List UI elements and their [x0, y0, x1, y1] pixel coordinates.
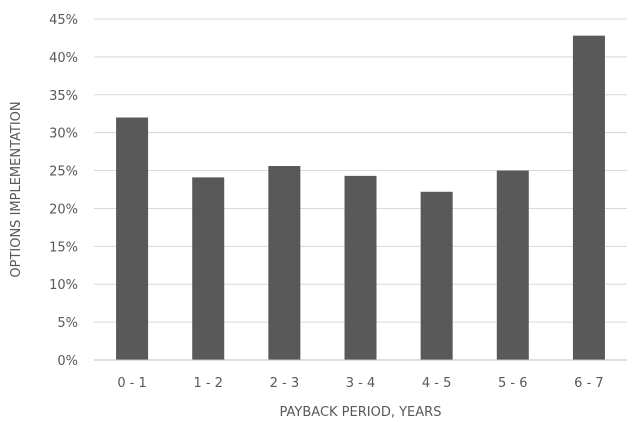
x-tick-label: 5 - 6 [498, 376, 528, 391]
y-tick-label: 35% [49, 89, 78, 104]
y-tick-label: 15% [49, 240, 78, 255]
bar [268, 166, 301, 360]
y-tick-label: 45% [49, 13, 78, 28]
y-axis-ticks: 0% 5% 10% 15% 20% 25% 30% 35% 40% 45% [49, 13, 78, 369]
x-tick-label: 1 - 2 [193, 376, 223, 391]
y-tick-label: 25% [49, 165, 78, 180]
y-tick-label: 40% [49, 51, 78, 66]
bar [192, 177, 225, 360]
x-axis-ticks: 0 - 1 1 - 2 2 - 3 3 - 4 4 - 5 5 - 6 6 - 7 [117, 376, 603, 391]
bar [116, 117, 149, 360]
y-tick-label: 0% [57, 354, 78, 369]
bar [344, 175, 377, 360]
bars [116, 35, 605, 360]
y-axis-title: OPTIONS IMPLEMENTATION [9, 101, 24, 277]
bar [420, 191, 453, 360]
y-tick-label: 5% [57, 316, 78, 331]
x-tick-label: 4 - 5 [422, 376, 452, 391]
x-tick-label: 0 - 1 [117, 376, 147, 391]
gridlines [94, 18, 627, 323]
x-tick-label: 6 - 7 [574, 376, 604, 391]
y-tick-label: 10% [49, 278, 78, 293]
x-tick-label: 3 - 4 [346, 376, 376, 391]
x-tick-label: 2 - 3 [270, 376, 300, 391]
y-tick-label: 20% [49, 202, 78, 217]
bar [496, 170, 529, 360]
x-axis-title: PAYBACK PERIOD, YEARS [280, 405, 442, 420]
y-tick-label: 30% [49, 127, 78, 142]
bar [572, 35, 605, 360]
